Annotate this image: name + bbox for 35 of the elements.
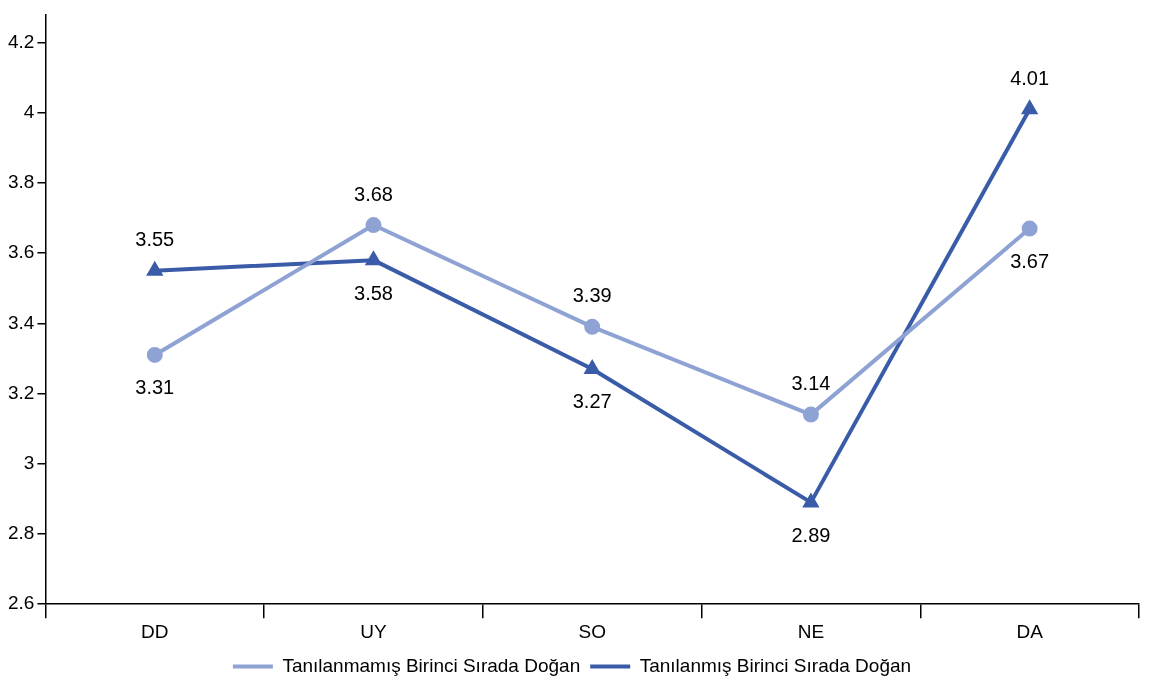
x-tick-label: NE	[797, 620, 825, 642]
data-label: 3.31	[135, 376, 175, 399]
data-label: 3.27	[572, 390, 612, 413]
y-tick-label: 3.6	[7, 241, 35, 263]
data-label: 3.14	[791, 372, 831, 395]
point	[1021, 220, 1038, 237]
point	[146, 346, 163, 363]
y-tick-label: 3.4	[7, 311, 35, 333]
y-tick-label: 3.2	[7, 381, 35, 403]
data-label: 2.89	[791, 523, 831, 546]
point	[365, 217, 382, 234]
data-label: 3.68	[354, 182, 393, 205]
x-tick-label: DD	[141, 620, 169, 642]
y-tick-label: 4	[23, 100, 35, 122]
point	[584, 318, 601, 335]
x-tick-label: SO	[578, 620, 606, 642]
legend-label: Tanılanmamış Birinci Sırada Doğan	[282, 654, 581, 676]
point	[585, 360, 600, 374]
point	[366, 252, 381, 266]
y-tick-label: 4.2	[7, 30, 35, 52]
y-tick-label: 2.6	[7, 592, 35, 614]
x-tick-label: DA	[1016, 620, 1044, 642]
point	[802, 406, 819, 423]
x-tick-label: UY	[360, 620, 388, 642]
y-tick-label: 3.8	[7, 171, 35, 193]
y-tick-label: 2.8	[7, 522, 35, 544]
point	[1022, 101, 1037, 115]
y-tick-label: 3	[23, 452, 35, 474]
data-label: 4.01	[1010, 66, 1050, 89]
point	[803, 494, 819, 508]
data-label: 3.39	[572, 284, 612, 307]
data-label: 3.55	[135, 228, 175, 251]
data-label: 3.67	[1010, 250, 1050, 273]
legend-label: Tanılanmış Birinci Sırada Doğan	[639, 654, 912, 676]
data-label: 3.58	[354, 281, 393, 304]
